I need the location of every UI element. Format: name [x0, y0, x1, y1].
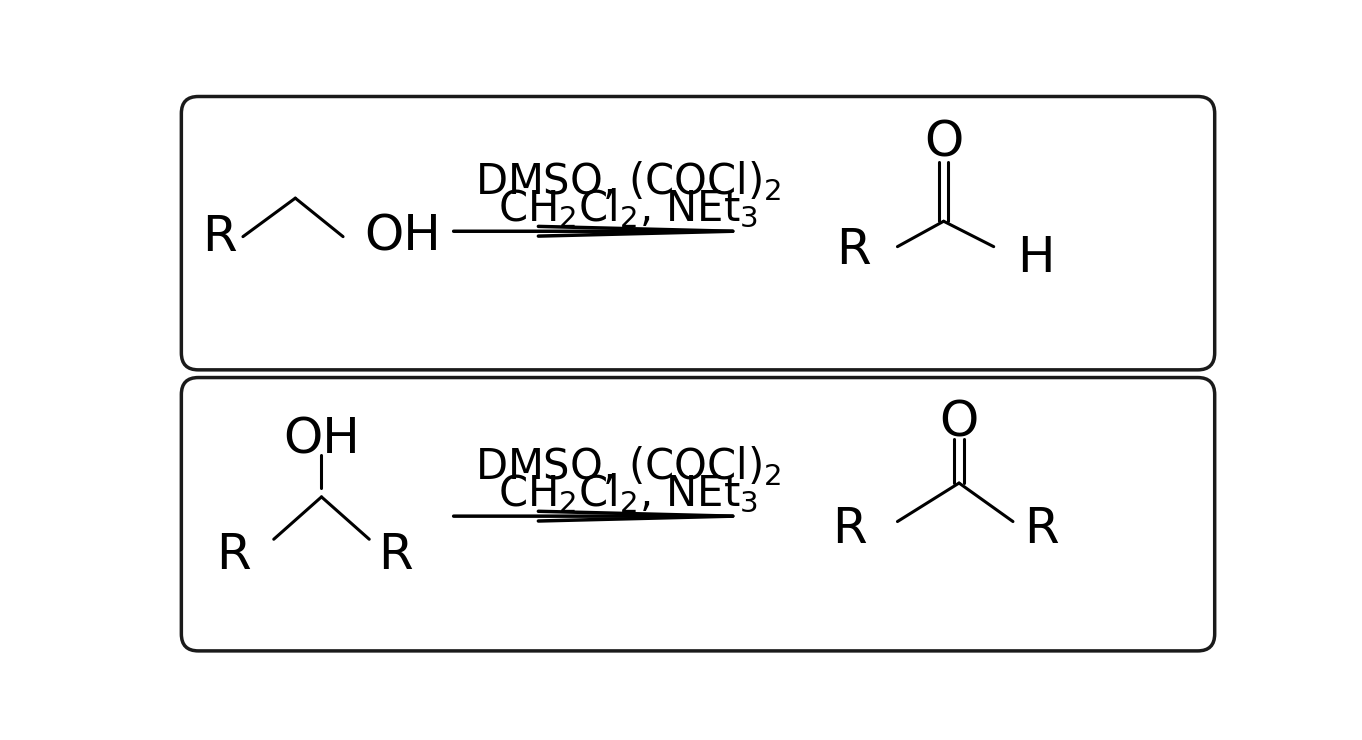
Text: O: O	[923, 118, 963, 166]
Text: R: R	[1024, 505, 1060, 554]
Text: OH: OH	[365, 212, 441, 260]
Text: H: H	[1017, 234, 1054, 282]
Text: OH: OH	[283, 415, 360, 463]
Text: DMSO, (COCl)$_2$: DMSO, (COCl)$_2$	[475, 159, 782, 204]
Text: O: O	[940, 398, 979, 446]
Text: DMSO, (COCl)$_2$: DMSO, (COCl)$_2$	[475, 444, 782, 488]
FancyBboxPatch shape	[181, 377, 1215, 651]
Text: R: R	[377, 531, 413, 579]
Text: R: R	[836, 226, 870, 275]
Text: R: R	[203, 212, 237, 260]
Text: CH$_2$Cl$_2$, NEt$_3$: CH$_2$Cl$_2$, NEt$_3$	[498, 471, 759, 514]
Text: R: R	[217, 531, 251, 579]
FancyBboxPatch shape	[181, 96, 1215, 370]
Text: CH$_2$Cl$_2$, NEt$_3$: CH$_2$Cl$_2$, NEt$_3$	[498, 186, 759, 229]
Text: R: R	[832, 505, 866, 554]
